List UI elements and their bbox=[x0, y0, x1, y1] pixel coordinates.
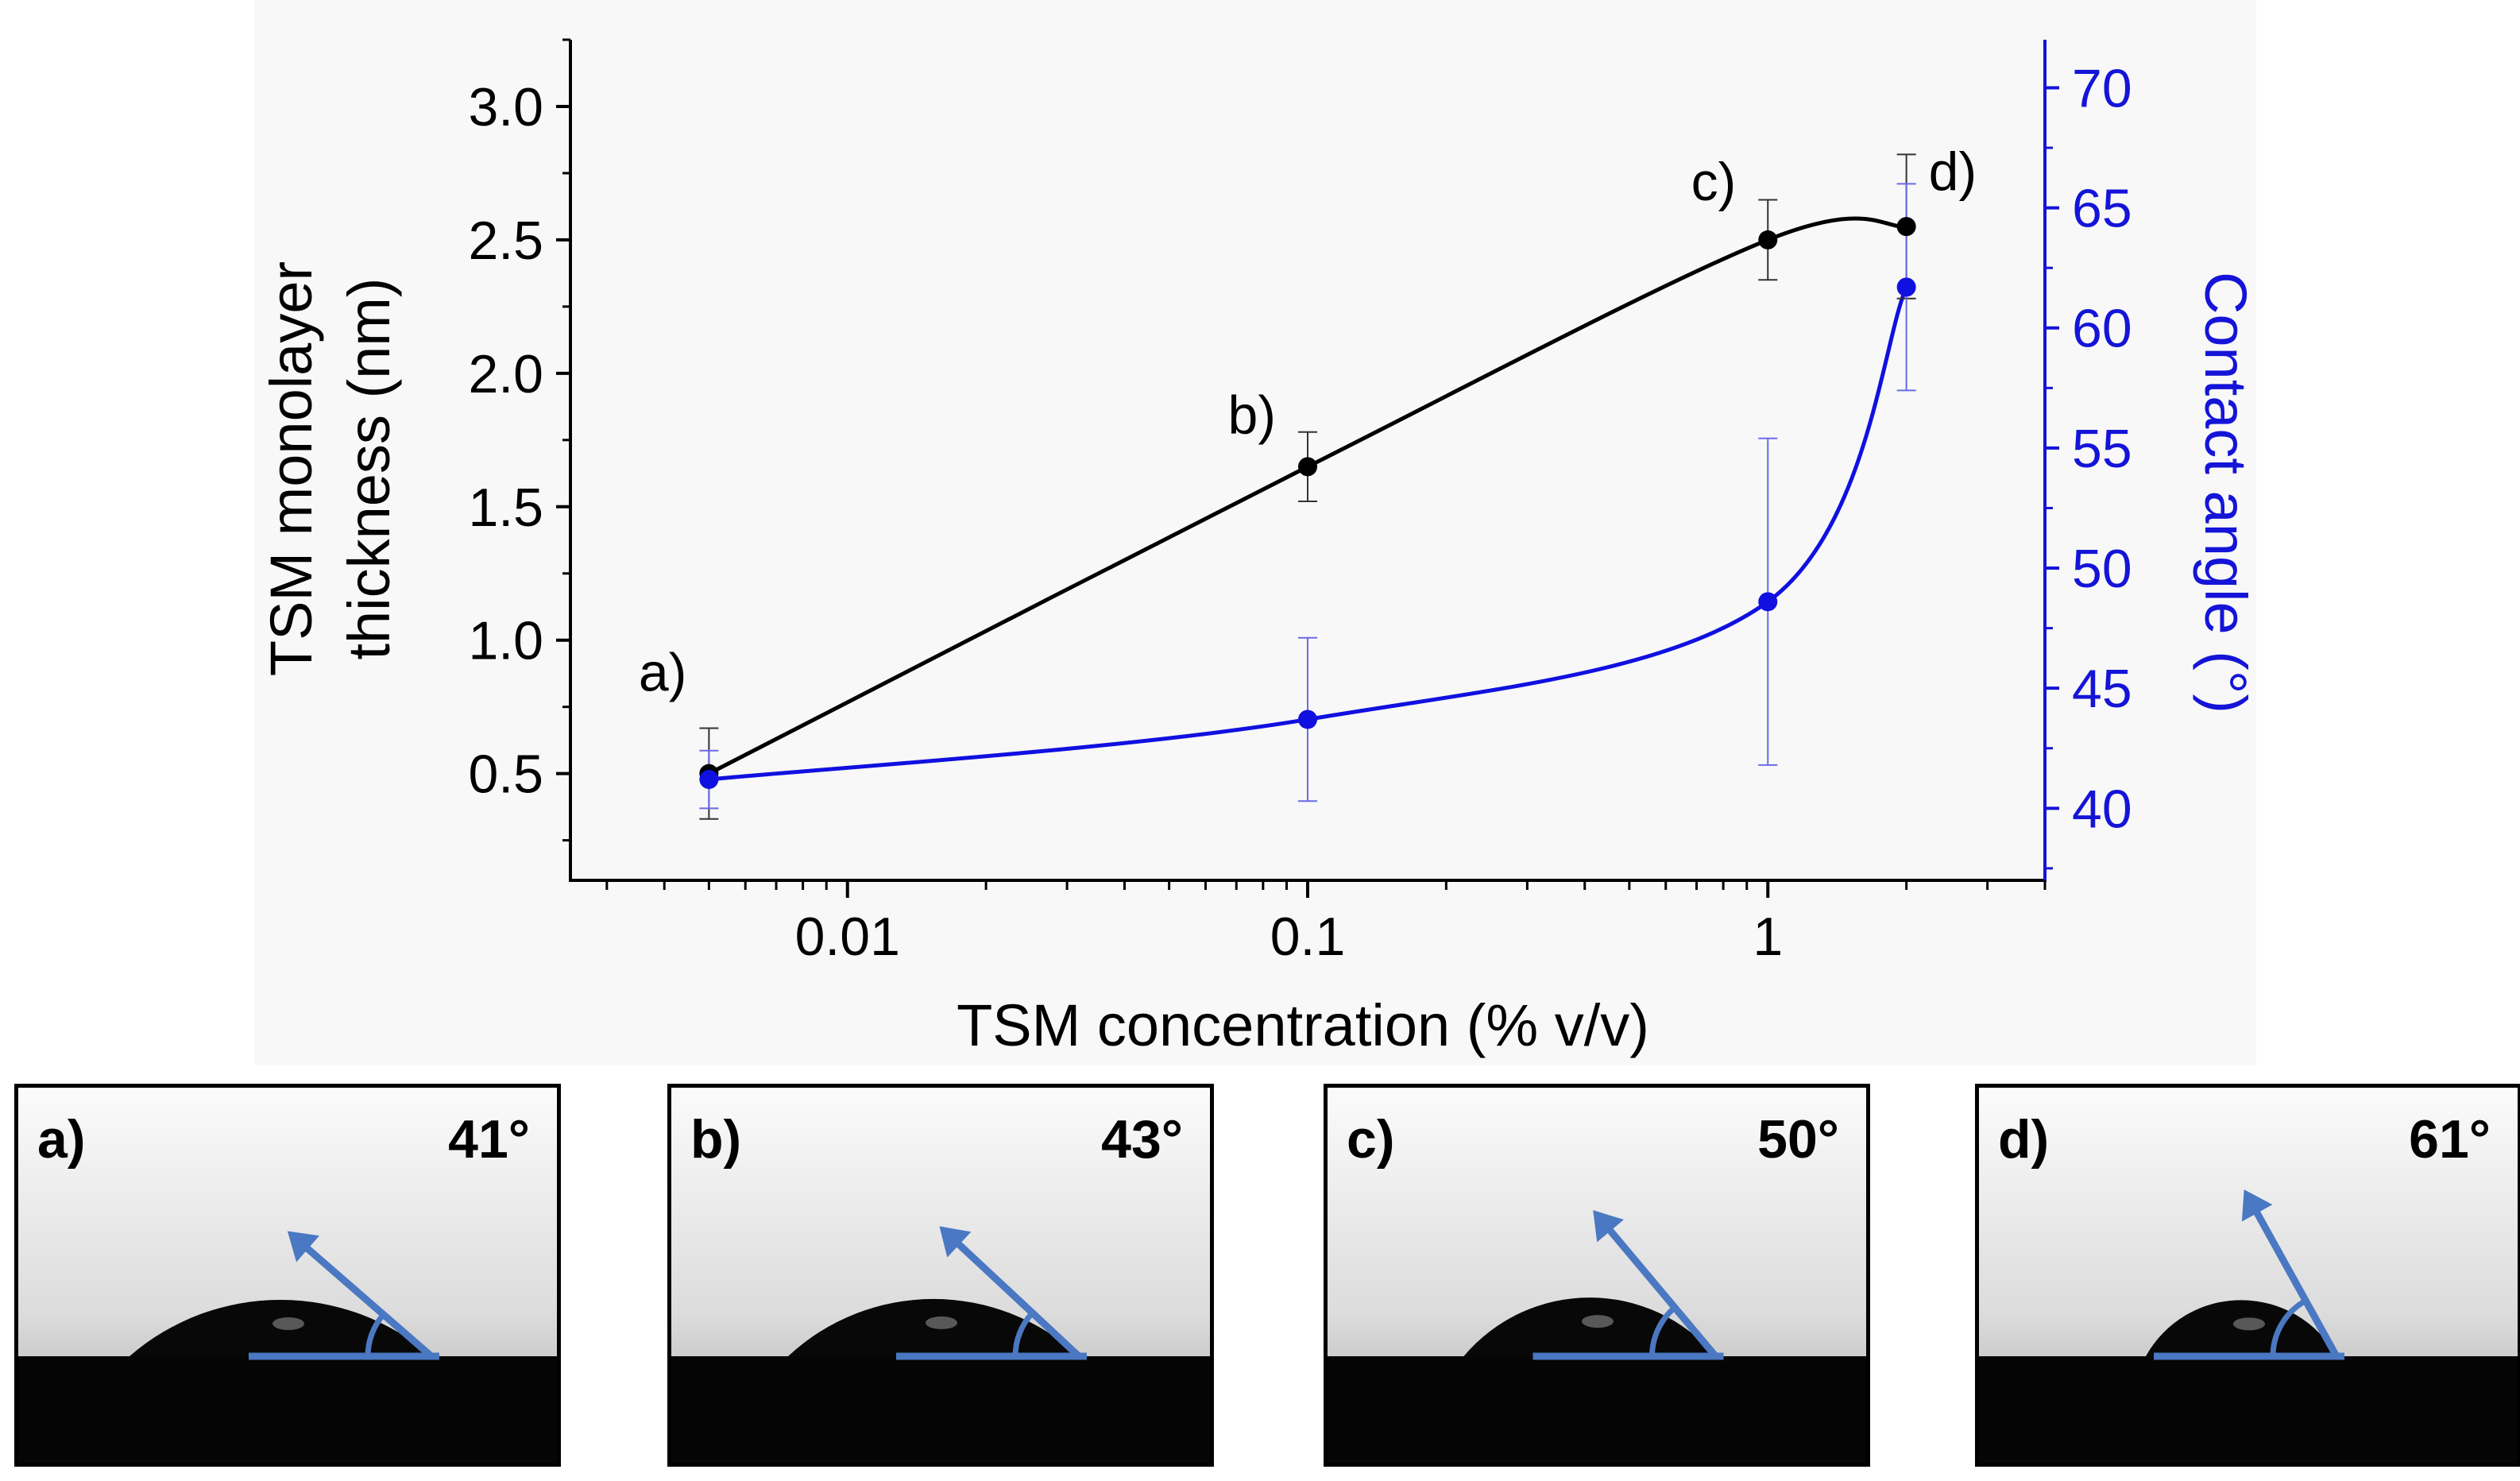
thickness-point bbox=[1896, 217, 1916, 237]
y-left-tick-label: 2.0 bbox=[468, 344, 543, 404]
panel-angle-value: 41° bbox=[448, 1109, 530, 1170]
droplet-panel-d: d) 61° bbox=[1975, 1084, 2520, 1467]
contact-angle-point bbox=[1758, 592, 1778, 612]
tangent-arrow bbox=[2252, 1208, 2340, 1359]
panel-label: b) bbox=[690, 1109, 742, 1170]
y-left-tick-label: 1.5 bbox=[468, 478, 543, 538]
thickness-curve bbox=[708, 216, 1907, 775]
arrow-head bbox=[939, 1226, 972, 1258]
thickness-point bbox=[1758, 230, 1778, 249]
chart: 0.5 1.0 1.5 2.0 2.5 3.0 40 45 50 55 60 65 70 0.01 0.1 1… bbox=[254, 0, 2259, 1065]
y-right-axis-label: Contact angle (°) bbox=[2193, 272, 2259, 713]
x-tick-label: 1 bbox=[1753, 907, 1783, 967]
y-right-tick-label: 60 bbox=[2072, 299, 2132, 359]
contact-angle-point bbox=[699, 770, 719, 790]
panel-label: c) bbox=[1347, 1109, 1395, 1170]
panel-angle-value: 50° bbox=[1757, 1109, 1839, 1170]
panel-angle-value: 61° bbox=[2409, 1109, 2491, 1170]
x-axis-label: TSM concentration (% v/v) bbox=[957, 992, 1649, 1058]
x-tick-label: 0.1 bbox=[1270, 907, 1346, 967]
panel-label: a) bbox=[37, 1109, 86, 1170]
angle-arc bbox=[2270, 1297, 2307, 1357]
y-left-tick-label: 1.0 bbox=[468, 611, 543, 671]
y-right-tick-label: 70 bbox=[2072, 58, 2132, 118]
x-tick-label: 0.01 bbox=[795, 907, 900, 967]
droplet-image bbox=[1328, 1088, 1866, 1463]
y-right-tick-label: 50 bbox=[2072, 539, 2132, 599]
droplet-image bbox=[1979, 1088, 2518, 1463]
y-left-tick-label: 0.5 bbox=[468, 744, 543, 805]
point-labels: a) b) c) d) bbox=[639, 141, 1977, 703]
y-right-tick-label: 40 bbox=[2072, 779, 2132, 839]
angle-arc bbox=[1649, 1305, 1677, 1357]
fit-curves bbox=[708, 216, 1908, 782]
substrate bbox=[1328, 1356, 1866, 1463]
contact-angle-point bbox=[1298, 710, 1317, 729]
tangent-arrow bbox=[1606, 1226, 1718, 1359]
panel-label: d) bbox=[1998, 1109, 2050, 1170]
arrow-head bbox=[287, 1231, 319, 1263]
y-left-axis-label-line1: TSM monolayer bbox=[258, 261, 324, 676]
droplet-panel-c: c) 50° bbox=[1324, 1084, 1870, 1467]
droplet-panel-b: b) 43° bbox=[667, 1084, 1214, 1467]
point-label: a) bbox=[639, 643, 686, 703]
plot-background bbox=[254, 0, 2256, 1065]
angle-arc bbox=[1012, 1311, 1035, 1357]
arrow-head bbox=[2241, 1189, 2273, 1222]
y-left-tick-label: 2.5 bbox=[468, 211, 543, 271]
contact-angle-point bbox=[1896, 277, 1916, 297]
point-label: d) bbox=[1929, 141, 1977, 202]
angle-arc bbox=[365, 1313, 386, 1357]
contact-angle-curve bbox=[709, 286, 1908, 782]
substrate bbox=[1979, 1356, 2518, 1463]
droplet-highlight bbox=[1582, 1315, 1614, 1328]
arrow-head bbox=[1593, 1210, 1624, 1243]
ticks: 0.5 1.0 1.5 2.0 2.5 3.0 40 45 50 55 60 65 70 0.01 0.1 1 bbox=[468, 38, 2132, 967]
substrate bbox=[18, 1356, 557, 1463]
tangent-arrow bbox=[303, 1243, 434, 1359]
y-right-tick-label: 45 bbox=[2072, 659, 2132, 719]
data-points bbox=[699, 217, 1916, 790]
point-label: b) bbox=[1228, 385, 1276, 445]
droplet-highlight bbox=[2233, 1317, 2265, 1331]
droplet-panel-a: a) 41° bbox=[14, 1084, 561, 1467]
y-left-axis-label-line2: thickness (nm) bbox=[336, 277, 402, 659]
droplet-image bbox=[18, 1088, 557, 1463]
droplet-image bbox=[671, 1088, 1210, 1463]
substrate bbox=[671, 1356, 1210, 1463]
y-left-tick-label: 3.0 bbox=[468, 77, 543, 137]
tangent-arrow bbox=[954, 1239, 1082, 1359]
thickness-point bbox=[1298, 457, 1317, 477]
droplet-highlight bbox=[272, 1317, 304, 1330]
y-right-tick-label: 55 bbox=[2072, 419, 2132, 479]
point-label: c) bbox=[1691, 152, 1737, 212]
droplet-highlight bbox=[926, 1316, 957, 1329]
panel-angle-value: 43° bbox=[1101, 1109, 1183, 1170]
y-right-tick-label: 65 bbox=[2072, 179, 2132, 239]
